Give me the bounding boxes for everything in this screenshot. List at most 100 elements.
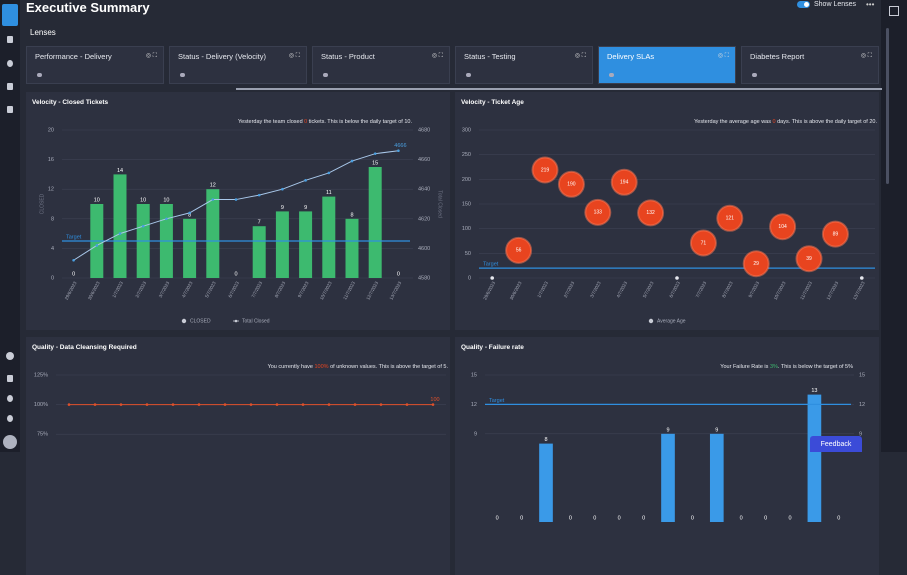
nav-icon[interactable] bbox=[7, 60, 13, 67]
subtitle-part: of unknown values. This is above the tar… bbox=[329, 364, 449, 370]
nav-icon[interactable] bbox=[7, 36, 13, 43]
show-lenses[interactable]: Show Lenses bbox=[797, 1, 856, 8]
people-icon bbox=[466, 73, 471, 77]
bar-value-label: 12 bbox=[210, 183, 216, 189]
layout-icon[interactable] bbox=[889, 6, 899, 16]
x-tick-label: 13/7/2023 bbox=[852, 280, 866, 300]
line-end-label: 4666 bbox=[394, 143, 406, 149]
x-tick-label: 11/7/2023 bbox=[342, 280, 356, 300]
bubble bbox=[795, 245, 823, 273]
line-point bbox=[95, 244, 99, 247]
x-tick-label: 29/6/2023 bbox=[482, 280, 496, 300]
line-point bbox=[281, 187, 284, 191]
lenses-label: Lenses bbox=[30, 28, 56, 37]
feedback-button[interactable]: Feedback bbox=[810, 436, 862, 452]
y-tick-label: 12 bbox=[48, 187, 54, 193]
chart-title: Quality - Failure rate bbox=[461, 344, 524, 351]
chart-title: Quality - Data Cleansing Required bbox=[32, 344, 137, 351]
bar-value-label: 15 bbox=[372, 160, 378, 166]
tab-scrollbar[interactable] bbox=[236, 88, 882, 90]
legend-swatch bbox=[181, 318, 187, 324]
tab-icons[interactable]: ◎ ⛶ bbox=[288, 53, 300, 59]
bar-value-label: 7 bbox=[258, 220, 261, 226]
y2-tick-label: 4600 bbox=[418, 246, 430, 252]
tab[interactable]: Status - Delivery (Velocity) ◎ ⛶ bbox=[169, 46, 307, 84]
nav-icon[interactable] bbox=[6, 352, 14, 360]
tab[interactable]: Status - Testing ◎ ⛶ bbox=[455, 46, 593, 84]
line-point bbox=[257, 193, 261, 197]
nav-icon[interactable] bbox=[7, 375, 13, 382]
nav-icon[interactable] bbox=[7, 415, 13, 422]
bubble-label: 133 bbox=[594, 210, 603, 216]
line-point bbox=[350, 159, 354, 163]
line-point bbox=[327, 171, 331, 175]
bubble-label: 29 bbox=[753, 261, 759, 267]
subtitle-part: 3% bbox=[770, 364, 778, 370]
tab-label: Diabetes Report bbox=[750, 52, 805, 61]
bar-value-label: 0 bbox=[837, 515, 840, 521]
tab-label: Delivery SLAs bbox=[607, 52, 655, 61]
y-tick-label: 15 bbox=[471, 372, 477, 378]
nav-icon[interactable] bbox=[7, 395, 13, 402]
tab[interactable]: Performance - Delivery ◎ ⛶ bbox=[26, 46, 164, 84]
toggle[interactable] bbox=[797, 1, 810, 8]
x-tick-label: 4/7/2023 bbox=[615, 280, 628, 298]
x-tick-label: 9/7/2023 bbox=[747, 280, 760, 298]
bar-value-label: 0 bbox=[642, 515, 645, 521]
line-point bbox=[145, 403, 149, 406]
x-tick-label: 3/7/2023 bbox=[158, 280, 171, 298]
scrollbar[interactable] bbox=[886, 28, 889, 184]
y2-tick-label: 4680 bbox=[418, 127, 430, 133]
tab-icons[interactable]: ◎ ⛶ bbox=[860, 53, 872, 59]
chart: Yesterday the average age was 0 days. Th… bbox=[462, 119, 878, 324]
tab[interactable]: Status - Product ◎ ⛶ bbox=[312, 46, 450, 84]
user-avatar[interactable] bbox=[3, 435, 17, 449]
line-point bbox=[397, 149, 400, 153]
line-point bbox=[379, 403, 383, 406]
x-tick-label: 9/7/2023 bbox=[297, 280, 310, 298]
tab-icons[interactable]: ◎ ⛶ bbox=[717, 53, 729, 59]
bar-value-label: 0 bbox=[496, 515, 499, 521]
x-tick-label: 3/7/2023 bbox=[589, 280, 602, 298]
people-icon bbox=[609, 73, 614, 77]
nav-icon[interactable] bbox=[7, 106, 13, 113]
bubble bbox=[675, 276, 679, 280]
bar bbox=[709, 433, 724, 522]
tab-icons[interactable]: ◎ ⛶ bbox=[145, 53, 157, 59]
left-sidebar bbox=[0, 0, 20, 452]
bubble bbox=[769, 213, 797, 241]
line-point bbox=[67, 403, 71, 406]
line-point bbox=[223, 403, 227, 406]
bubble-label: 39 bbox=[806, 256, 812, 262]
people-icon bbox=[752, 73, 757, 77]
line-point bbox=[327, 403, 331, 406]
bubble-label: 132 bbox=[646, 210, 655, 216]
bar-value-label: 9 bbox=[281, 205, 284, 211]
tab[interactable]: Diabetes Report ◎ ⛶ bbox=[741, 46, 879, 84]
page-title: Executive Summary bbox=[26, 0, 150, 15]
target-label: Target bbox=[489, 398, 505, 404]
bar-value-label: 9 bbox=[715, 427, 718, 433]
subtitle-part: 0 bbox=[773, 119, 776, 125]
bubble-label: 89 bbox=[833, 231, 839, 237]
tab-icons[interactable]: ◎ ⛶ bbox=[574, 53, 586, 59]
subtitle-part: 100% bbox=[314, 364, 328, 370]
y2-tick-label: 4580 bbox=[418, 275, 430, 281]
line-point bbox=[72, 258, 75, 262]
chart-panel: Quality - Failure rate Your Failure Rate … bbox=[455, 337, 879, 575]
people-icon bbox=[323, 73, 328, 77]
target-label: Target bbox=[66, 234, 82, 240]
bar-value-label: 8 bbox=[188, 212, 191, 218]
menu[interactable]: ••• bbox=[866, 0, 875, 9]
x-tick-label: 7/7/2023 bbox=[250, 280, 263, 298]
tab[interactable]: Delivery SLAs ◎ ⛶ bbox=[598, 46, 736, 84]
tab-bar: Performance - Delivery ◎ ⛶ Status - Delive… bbox=[26, 46, 882, 86]
y-tick-label: 125% bbox=[34, 372, 48, 378]
home-button[interactable] bbox=[2, 4, 18, 26]
line-point bbox=[234, 198, 238, 201]
nav-icon[interactable] bbox=[7, 83, 13, 90]
bar bbox=[368, 167, 382, 278]
chart-subtitle: Yesterday the team closed 0 tickets. Thi… bbox=[238, 119, 412, 125]
tab-icons[interactable]: ◎ ⛶ bbox=[431, 53, 443, 59]
bar-value-label: 0 bbox=[569, 515, 572, 521]
